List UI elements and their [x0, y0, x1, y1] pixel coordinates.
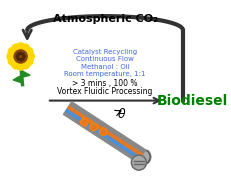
Polygon shape: [138, 151, 149, 164]
Circle shape: [7, 52, 15, 61]
Text: θ: θ: [118, 108, 125, 121]
Circle shape: [22, 53, 24, 55]
Polygon shape: [13, 75, 21, 83]
Text: Biodiesel: Biodiesel: [156, 94, 227, 108]
Circle shape: [12, 60, 20, 69]
Circle shape: [99, 128, 106, 135]
Circle shape: [16, 62, 25, 70]
Circle shape: [24, 48, 33, 56]
Polygon shape: [21, 70, 30, 77]
Text: Methanol : Oil: Methanol : Oil: [80, 64, 129, 70]
Text: Vortex Fluidic Processing: Vortex Fluidic Processing: [57, 87, 152, 96]
Circle shape: [19, 59, 22, 61]
Circle shape: [22, 58, 24, 60]
Circle shape: [16, 55, 18, 58]
Text: Atmospheric CO₂: Atmospheric CO₂: [52, 14, 157, 24]
Circle shape: [14, 50, 27, 63]
Circle shape: [19, 52, 22, 54]
Circle shape: [80, 119, 88, 126]
Text: Room temperature, 1:1: Room temperature, 1:1: [64, 71, 145, 77]
Text: > 3 mins , 100 %: > 3 mins , 100 %: [72, 79, 137, 88]
Circle shape: [23, 55, 25, 58]
Circle shape: [131, 155, 146, 170]
Circle shape: [16, 43, 25, 51]
Circle shape: [8, 57, 17, 65]
Circle shape: [8, 48, 17, 56]
Polygon shape: [65, 108, 142, 160]
Circle shape: [21, 44, 29, 53]
Circle shape: [90, 123, 97, 131]
Polygon shape: [67, 105, 144, 157]
Text: Continuous Flow: Continuous Flow: [76, 56, 134, 62]
Polygon shape: [63, 111, 140, 163]
Circle shape: [24, 57, 33, 65]
Text: Catalyst Recycling: Catalyst Recycling: [73, 49, 137, 55]
Circle shape: [21, 60, 29, 69]
Circle shape: [17, 53, 19, 55]
Circle shape: [17, 58, 19, 60]
Polygon shape: [69, 102, 146, 154]
Circle shape: [26, 52, 34, 61]
Circle shape: [12, 44, 20, 53]
